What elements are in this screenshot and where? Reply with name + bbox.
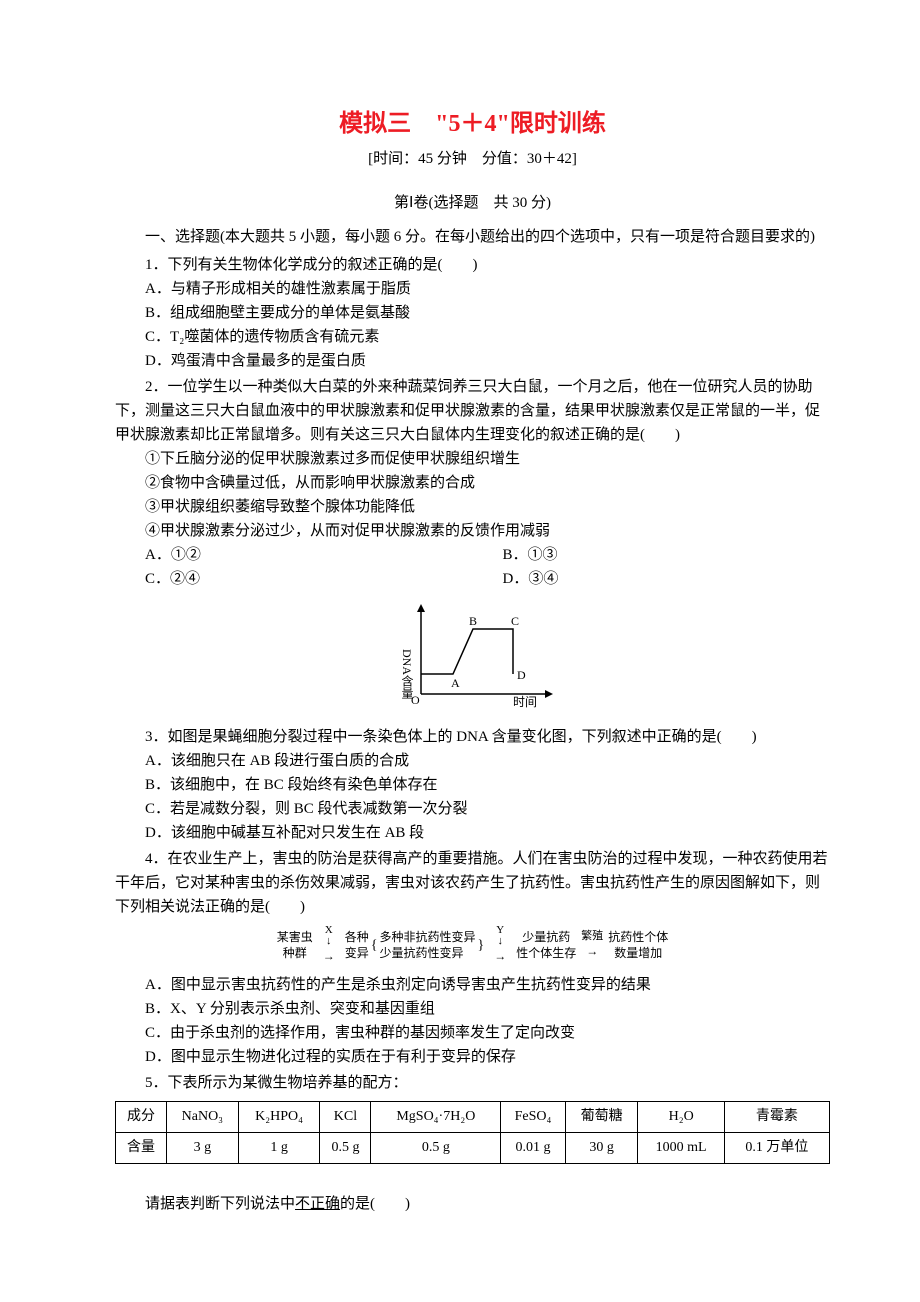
th-1: NaNO₃ bbox=[166, 1101, 238, 1132]
th-6: 葡萄糖 bbox=[565, 1101, 638, 1132]
th-8: 青霉素 bbox=[724, 1101, 829, 1132]
q3-option-a: A．该细胞只在 AB 段进行蛋白质的合成 bbox=[115, 749, 830, 773]
dna-chart: DNA含量 A B C D O 时间 bbox=[115, 599, 830, 717]
td-0: 3 g bbox=[166, 1132, 238, 1163]
q4-option-a: A．图中显示害虫抗药性的产生是杀虫剂定向诱导害虫产生抗药性变异的结果 bbox=[115, 973, 830, 997]
td-4: 0.01 g bbox=[501, 1132, 566, 1163]
table-value-row: 含量 3 g 1 g 0.5 g 0.5 g 0.01 g 30 g 1000 … bbox=[116, 1132, 830, 1163]
q2-option-c: C．②④ bbox=[115, 567, 473, 591]
q1-stem: 1．下列有关生物体化学成分的叙述正确的是( ) bbox=[115, 253, 830, 277]
page-title: 模拟三 "5＋4"限时训练 bbox=[115, 105, 830, 143]
flow-bracket-2: } bbox=[478, 937, 485, 955]
q1-option-a: A．与精子形成相关的雄性激素属于脂质 bbox=[115, 277, 830, 301]
q3-option-b: B．该细胞中，在 BC 段始终有染色单体存在 bbox=[115, 773, 830, 797]
td-label: 含量 bbox=[116, 1132, 167, 1163]
q2-point-1: ①下丘脑分泌的促甲状腺激素过多而促使甲状腺组织增生 bbox=[115, 447, 830, 471]
q2-option-a: A．①② bbox=[115, 543, 473, 567]
intro-text: 一、选择题(本大题共 5 小题，每小题 6 分。在每小题给出的四个选项中，只有一… bbox=[115, 225, 830, 249]
table-header-row: 成分 NaNO₃ K₂HPO₄ KCl MgSO₄·7H₂O FeSO₄ 葡萄糖… bbox=[116, 1101, 830, 1132]
td-6: 1000 mL bbox=[638, 1132, 724, 1163]
q3-option-c: C．若是减数分裂，则 BC 段代表减数第一次分裂 bbox=[115, 797, 830, 821]
chart-point-b: B bbox=[469, 614, 477, 628]
th-7: H₂O bbox=[638, 1101, 724, 1132]
flow-node-4: 少量抗药性个体生存 bbox=[516, 930, 576, 961]
q2-option-b: B．①③ bbox=[473, 543, 831, 567]
chart-origin: O bbox=[411, 693, 420, 707]
chart-point-a: A bbox=[451, 676, 460, 690]
q1-option-d: D．鸡蛋清中含量最多的是蛋白质 bbox=[115, 349, 830, 373]
flow-node-2: 各种变异 bbox=[345, 930, 369, 961]
td-3: 0.5 g bbox=[371, 1132, 501, 1163]
q5-stem: 5．下表所示为某微生物培养基的配方： bbox=[115, 1071, 830, 1095]
flow-arrow-reproduce: 繁殖 → bbox=[578, 931, 606, 961]
th-4: MgSO₄·7H₂O bbox=[371, 1101, 501, 1132]
chart-point-c: C bbox=[511, 614, 519, 628]
q5-last-line: 请据表判断下列说法中不正确的是( ) bbox=[115, 1192, 830, 1216]
q2-point-3: ③甲状腺组织萎缩导致整个腺体功能降低 bbox=[115, 495, 830, 519]
q4-option-b: B．X、Y 分别表示杀虫剂、突变和基因重组 bbox=[115, 997, 830, 1021]
q2-point-2: ②食物中含碘量过低，从而影响甲状腺激素的合成 bbox=[115, 471, 830, 495]
th-5: FeSO₄ bbox=[501, 1101, 566, 1132]
th-2: K₂HPO₄ bbox=[238, 1101, 320, 1132]
td-2: 0.5 g bbox=[320, 1132, 371, 1163]
q2-option-d: D．③④ bbox=[473, 567, 831, 591]
q3-stem: 3．如图是果蝇细胞分裂过程中一条染色体上的 DNA 含量变化图，下列叙述中正确的… bbox=[115, 725, 830, 749]
q2-stem: 2．一位学生以一种类似大白菜的外来种蔬菜饲养三只大白鼠，一个月之后，他在一位研究… bbox=[115, 375, 830, 447]
q2-point-4: ④甲状腺激素分泌过少，从而对促甲状腺激素的反馈作用减弱 bbox=[115, 519, 830, 543]
chart-point-d: D bbox=[517, 668, 526, 682]
flow-diagram: 某害虫种群 X ↓ → 各种变异 { 多种非抗药性变异少量抗药性变异 } Y ↓… bbox=[115, 925, 830, 966]
th-0: 成分 bbox=[116, 1101, 167, 1132]
q1-option-c: C．T₂噬菌体的遗传物质含有硫元素 bbox=[115, 325, 830, 349]
flow-node-6: 抗药性个体数量增加 bbox=[608, 930, 668, 961]
td-1: 1 g bbox=[238, 1132, 320, 1163]
q3-option-d: D．该细胞中碱基互补配对只发生在 AB 段 bbox=[115, 821, 830, 845]
flow-node-3: 多种非抗药性变异少量抗药性变异 bbox=[379, 930, 475, 961]
x-axis-label: 时间 bbox=[513, 695, 537, 709]
medium-table: 成分 NaNO₃ K₂HPO₄ KCl MgSO₄·7H₂O FeSO₄ 葡萄糖… bbox=[115, 1101, 830, 1165]
flow-arrow-y: Y ↓ → bbox=[486, 925, 514, 966]
y-axis-label: DNA含量 bbox=[400, 649, 414, 699]
q4-stem: 4．在农业生产上，害虫的防治是获得高产的重要措施。人们在害虫防治的过程中发现，一… bbox=[115, 847, 830, 919]
flow-bracket-1: { bbox=[371, 937, 378, 955]
section-header: 第Ⅰ卷(选择题 共 30 分) bbox=[115, 191, 830, 215]
td-5: 30 g bbox=[565, 1132, 638, 1163]
q4-option-c: C．由于杀虫剂的选择作用，害虫种群的基因频率发生了定向改变 bbox=[115, 1021, 830, 1045]
q4-option-d: D．图中显示生物进化过程的实质在于有利于变异的保存 bbox=[115, 1045, 830, 1069]
td-7: 0.1 万单位 bbox=[724, 1132, 829, 1163]
flow-arrow-x: X ↓ → bbox=[315, 925, 343, 966]
subtitle: [时间：45 分钟 分值：30＋42] bbox=[115, 147, 830, 171]
q1-option-b: B．组成细胞壁主要成分的单体是氨基酸 bbox=[115, 301, 830, 325]
flow-node-1: 某害虫种群 bbox=[277, 930, 313, 961]
dna-chart-svg: DNA含量 A B C D O 时间 bbox=[383, 599, 563, 709]
th-3: KCl bbox=[320, 1101, 371, 1132]
underline-text: 不正确 bbox=[295, 1196, 340, 1212]
